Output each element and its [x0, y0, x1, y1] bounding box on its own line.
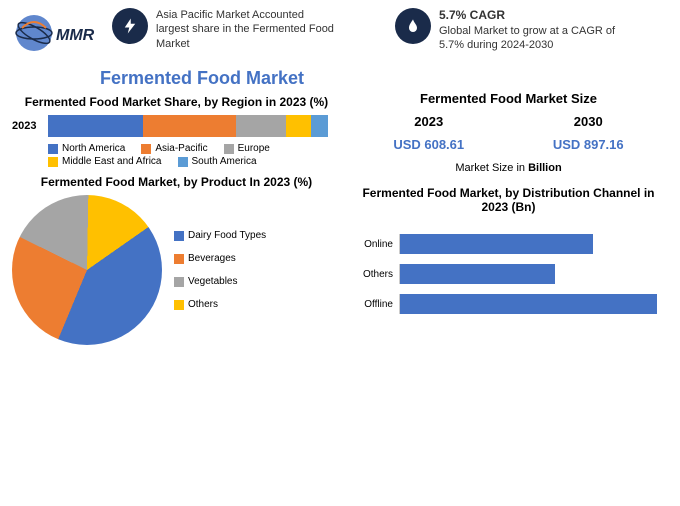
dist-hbar-chart: Online Others Offline: [349, 220, 668, 314]
product-chart-title: Fermented Food Market, by Product In 202…: [12, 175, 341, 189]
legend-label: North America: [62, 143, 125, 154]
region-segment: [236, 115, 286, 137]
cagr-bold: 5.7% CAGR: [439, 8, 619, 24]
mmr-logo: MMR: [12, 8, 102, 58]
legend-swatch: [174, 300, 184, 310]
logo-text: MMR: [56, 27, 95, 44]
left-column: Fermented Food Market Share, by Region i…: [12, 91, 341, 345]
region-year-label: 2023: [12, 120, 42, 132]
legend-item: Vegetables: [174, 276, 266, 287]
size-note-bold: Billion: [528, 162, 562, 174]
info-block-asia: Asia Pacific Market Accounted largest sh…: [112, 8, 385, 51]
legend-swatch: [224, 144, 234, 154]
legend-label: South America: [192, 156, 257, 167]
legend-item: North America: [48, 143, 125, 154]
legend-item: Middle East and Africa: [48, 156, 162, 167]
region-stacked-bar: 2023: [12, 115, 341, 137]
legend-label: Beverages: [188, 253, 236, 264]
legend-swatch: [48, 157, 58, 167]
hbar-row: Others: [349, 264, 668, 284]
market-size-block: Fermented Food Market Size 2023 2030 USD…: [349, 91, 668, 174]
size-val-0: USD 608.61: [393, 137, 464, 152]
hbar-row: Online: [349, 234, 668, 254]
size-year-1: 2030: [574, 114, 603, 129]
legend-item: Asia-Pacific: [141, 143, 207, 154]
size-year-0: 2023: [414, 114, 443, 129]
size-years-row: 2023 2030: [349, 114, 668, 129]
legend-item: Beverages: [174, 253, 266, 264]
legend-label: Asia-Pacific: [155, 143, 207, 154]
hbar-track: [399, 234, 668, 254]
legend-label: Dairy Food Types: [188, 230, 266, 241]
legend-swatch: [48, 144, 58, 154]
region-segment: [48, 115, 143, 137]
info-text-asia: Asia Pacific Market Accounted largest sh…: [156, 8, 336, 51]
legend-label: Middle East and Africa: [62, 156, 162, 167]
hbar-fill: [400, 294, 657, 314]
region-chart-title: Fermented Food Market Share, by Region i…: [12, 95, 341, 109]
cagr-text: Global Market to grow at a CAGR of 5.7% …: [439, 25, 615, 51]
legend-swatch: [178, 157, 188, 167]
legend-swatch: [174, 254, 184, 264]
hbar-track: [399, 264, 668, 284]
legend-item: Dairy Food Types: [174, 230, 266, 241]
legend-swatch: [174, 231, 184, 241]
size-title: Fermented Food Market Size: [349, 91, 668, 106]
hbar-fill: [400, 264, 555, 284]
hbar-label: Offline: [349, 299, 393, 310]
product-pie-wrap: Dairy Food Types Beverages Vegetables Other…: [12, 195, 341, 345]
size-note-prefix: Market Size in: [455, 162, 528, 174]
legend-label: Europe: [238, 143, 270, 154]
legend-label: Vegetables: [188, 276, 238, 287]
size-note: Market Size in Billion: [349, 162, 668, 174]
stacked-bar-track: [48, 115, 328, 137]
legend-item: Others: [174, 299, 266, 310]
region-legend: North America Asia-Pacific Europe Middle Ea…: [12, 143, 341, 167]
flame-icon: [395, 8, 431, 44]
legend-swatch: [174, 277, 184, 287]
legend-item: Europe: [224, 143, 270, 154]
legend-swatch: [141, 144, 151, 154]
hbar-label: Online: [349, 239, 393, 250]
region-segment: [311, 115, 328, 137]
product-pie-legend: Dairy Food Types Beverages Vegetables Other…: [174, 230, 266, 310]
info-text-cagr: 5.7% CAGR Global Market to grow at a CAG…: [439, 8, 619, 52]
region-segment: [143, 115, 235, 137]
hbar-track: [399, 294, 668, 314]
hbar-label: Others: [349, 269, 393, 280]
hbar-row: Offline: [349, 294, 668, 314]
region-segment: [286, 115, 311, 137]
dist-chart-title: Fermented Food Market, by Distribution C…: [349, 186, 668, 214]
product-pie: [12, 195, 162, 345]
right-column: Fermented Food Market Size 2023 2030 USD…: [349, 91, 668, 345]
legend-label: Others: [188, 299, 218, 310]
legend-item: South America: [178, 156, 257, 167]
content: Fermented Food Market Share, by Region i…: [0, 91, 680, 345]
page-title: Fermented Food Market: [0, 62, 680, 91]
info-block-cagr: 5.7% CAGR Global Market to grow at a CAG…: [395, 8, 668, 52]
header: MMR Asia Pacific Market Accounted larges…: [0, 0, 680, 62]
size-values-row: USD 608.61 USD 897.16: [349, 129, 668, 152]
bolt-icon: [112, 8, 148, 44]
hbar-fill: [400, 234, 593, 254]
size-val-1: USD 897.16: [553, 137, 624, 152]
